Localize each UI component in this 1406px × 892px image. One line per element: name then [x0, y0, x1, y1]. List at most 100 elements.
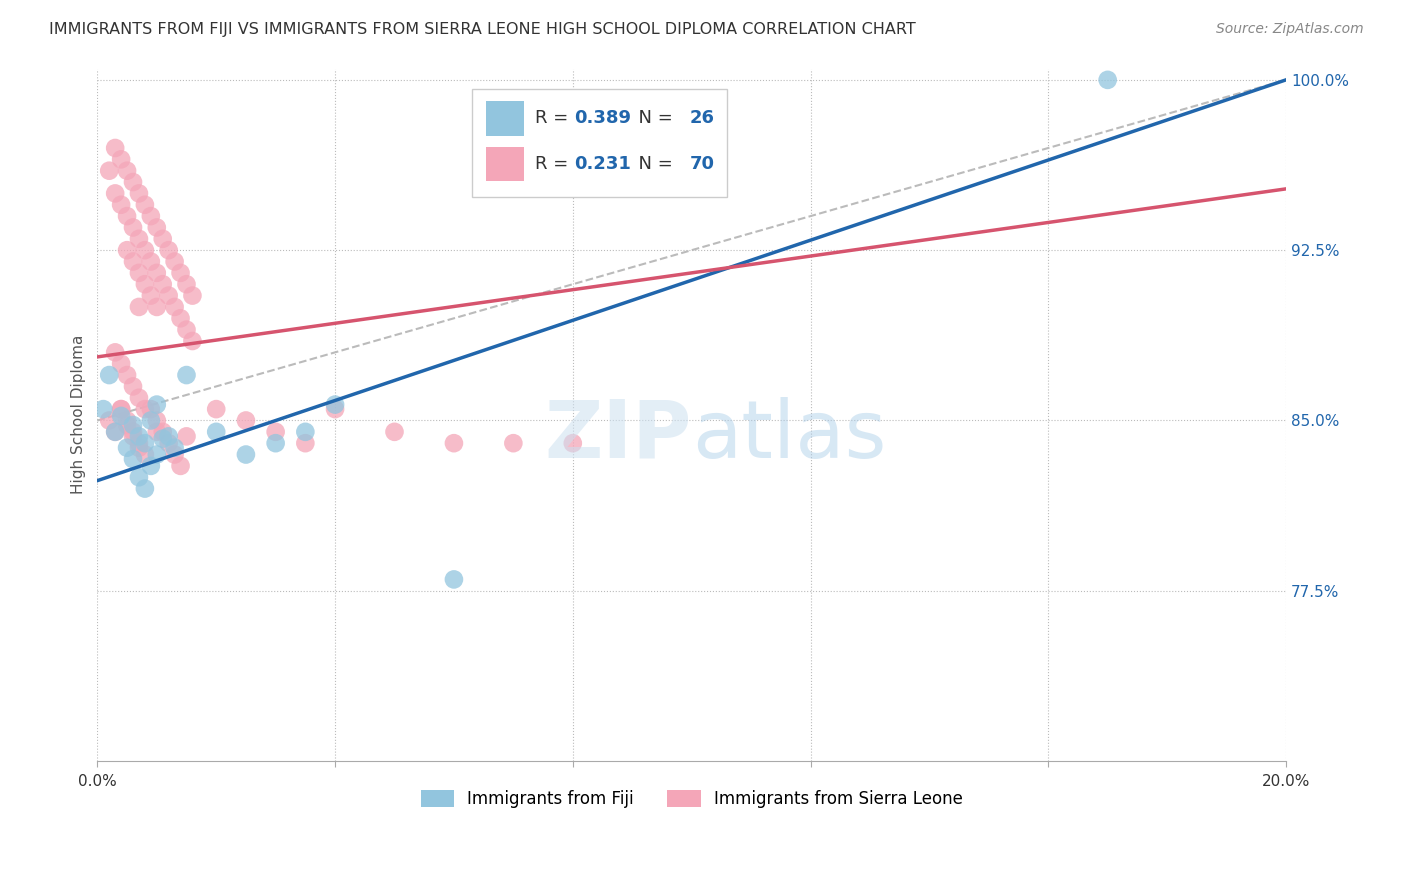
Point [128, 391, 150, 405]
Point [443, 573, 465, 587]
Point [128, 470, 150, 484]
Point [502, 436, 524, 450]
Point [115, 163, 138, 178]
Point [128, 441, 150, 455]
Point [205, 402, 228, 417]
Point [115, 417, 138, 432]
Point [181, 288, 204, 302]
Point [169, 458, 191, 473]
Point [91, 402, 114, 417]
Point [235, 413, 257, 427]
Point [115, 368, 138, 382]
Point [152, 425, 174, 439]
Point [122, 379, 145, 393]
Point [110, 357, 132, 371]
Point [146, 300, 169, 314]
Text: 26: 26 [689, 110, 714, 128]
Point [122, 417, 145, 432]
Point [146, 398, 169, 412]
Point [98, 163, 121, 178]
Point [128, 429, 150, 443]
Point [122, 429, 145, 443]
Point [163, 254, 186, 268]
Point [128, 232, 150, 246]
Point [122, 220, 145, 235]
Point [264, 436, 287, 450]
Text: R =: R = [534, 155, 574, 173]
Point [104, 345, 127, 359]
Point [122, 254, 145, 268]
Point [122, 425, 145, 439]
Point [122, 175, 145, 189]
Text: 0.389: 0.389 [574, 110, 631, 128]
Point [146, 413, 169, 427]
Point [1097, 73, 1119, 87]
Point [146, 448, 169, 462]
Point [294, 425, 316, 439]
Point [146, 266, 169, 280]
Point [110, 198, 132, 212]
Point [139, 254, 162, 268]
Point [134, 402, 156, 417]
Point [157, 436, 180, 450]
Point [134, 436, 156, 450]
Point [98, 368, 121, 382]
Point [139, 413, 162, 427]
Point [122, 452, 145, 467]
Point [384, 425, 406, 439]
Point [110, 409, 132, 423]
Point [157, 288, 180, 302]
Point [115, 209, 138, 223]
Point [104, 186, 127, 201]
Point [443, 436, 465, 450]
Point [205, 425, 228, 439]
Point [294, 436, 316, 450]
Text: 70: 70 [689, 155, 714, 173]
Point [176, 277, 198, 292]
Text: N =: N = [627, 155, 679, 173]
Point [176, 323, 198, 337]
Point [157, 243, 180, 257]
Point [134, 277, 156, 292]
Point [139, 458, 162, 473]
Point [163, 300, 186, 314]
Point [134, 198, 156, 212]
Point [146, 220, 169, 235]
Text: N =: N = [627, 110, 679, 128]
Point [134, 482, 156, 496]
Point [104, 425, 127, 439]
Point [146, 425, 169, 439]
Point [134, 243, 156, 257]
Point [163, 448, 186, 462]
Text: 0.231: 0.231 [574, 155, 631, 173]
Point [181, 334, 204, 348]
Point [128, 266, 150, 280]
Point [264, 425, 287, 439]
FancyBboxPatch shape [486, 101, 524, 136]
Point [128, 436, 150, 450]
Point [139, 288, 162, 302]
Text: IMMIGRANTS FROM FIJI VS IMMIGRANTS FROM SIERRA LEONE HIGH SCHOOL DIPLOMA CORRELA: IMMIGRANTS FROM FIJI VS IMMIGRANTS FROM … [49, 22, 915, 37]
Text: R =: R = [534, 110, 574, 128]
Point [139, 209, 162, 223]
Point [561, 436, 583, 450]
Point [152, 277, 174, 292]
Point [115, 413, 138, 427]
Point [235, 448, 257, 462]
Point [157, 429, 180, 443]
Point [115, 243, 138, 257]
Point [152, 232, 174, 246]
FancyBboxPatch shape [472, 89, 727, 196]
Point [98, 413, 121, 427]
FancyBboxPatch shape [486, 147, 524, 181]
Point [176, 429, 198, 443]
Point [176, 368, 198, 382]
Text: ZIP: ZIP [544, 397, 692, 475]
Legend: Immigrants from Fiji, Immigrants from Sierra Leone: Immigrants from Fiji, Immigrants from Si… [413, 783, 969, 815]
Text: Source: ZipAtlas.com: Source: ZipAtlas.com [1216, 22, 1364, 37]
Point [323, 398, 346, 412]
Point [152, 432, 174, 446]
Point [110, 153, 132, 167]
Point [139, 402, 162, 417]
Point [128, 186, 150, 201]
